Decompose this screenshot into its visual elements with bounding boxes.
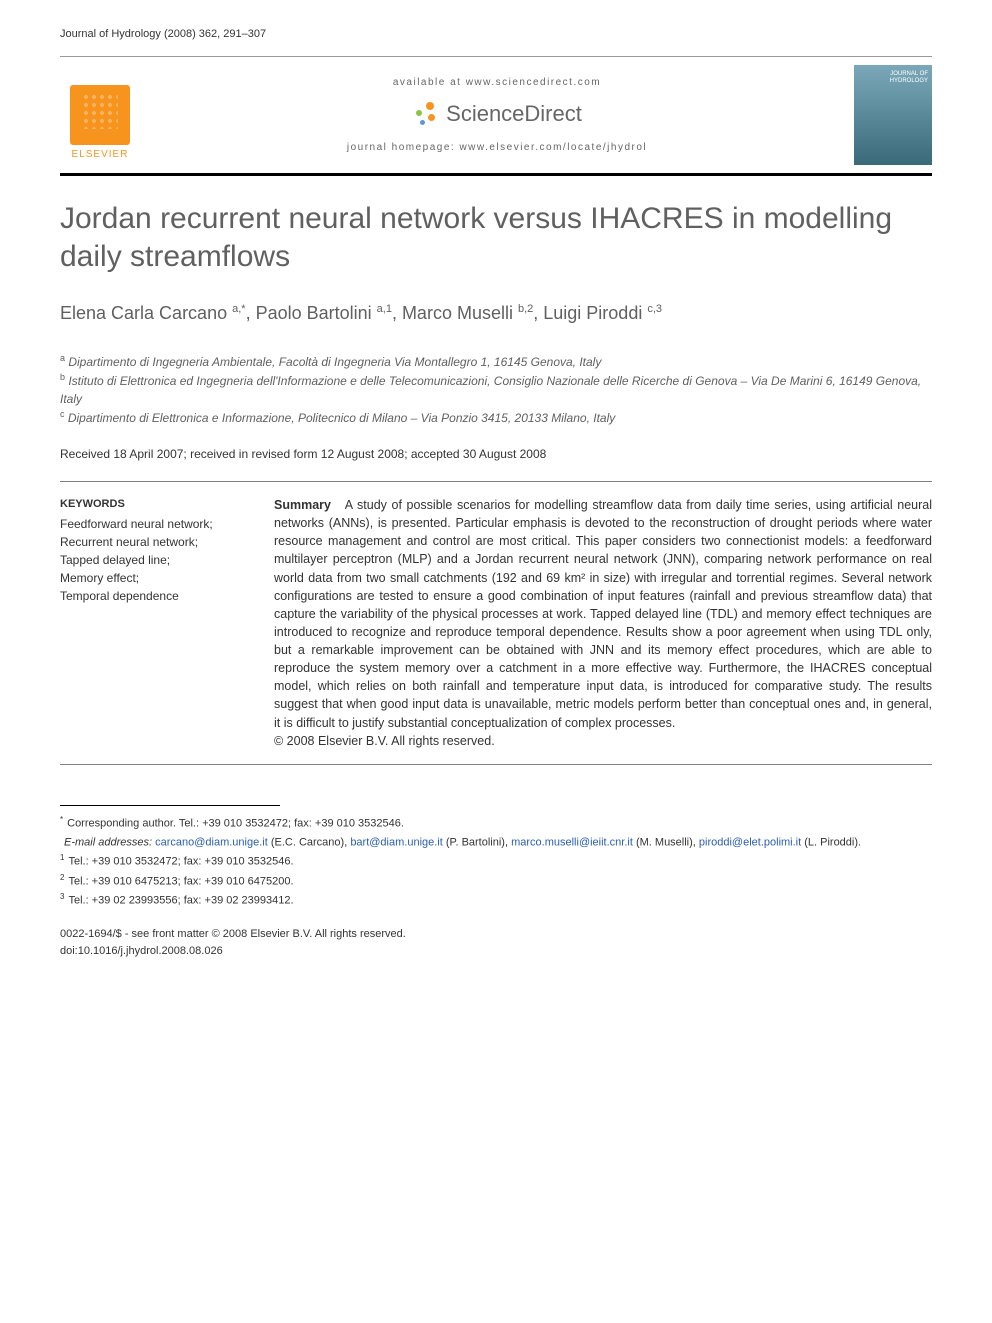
summary-text: A study of possible scenarios for modell…: [274, 498, 932, 730]
sciencedirect-dots-icon: [412, 100, 440, 128]
corresponding-author: *Corresponding author. Tel.: +39 010 353…: [60, 814, 932, 833]
authors-line: Elena Carla Carcano a,*, Paolo Bartolini…: [60, 303, 932, 324]
keywords-list: Feedforward neural network;Recurrent neu…: [60, 515, 250, 605]
copyright-line2: doi:10.1016/j.jhydrol.2008.08.026: [60, 943, 932, 960]
corresponding-text: Corresponding author. Tel.: +39 010 3532…: [67, 817, 404, 829]
running-header: Journal of Hydrology (2008) 362, 291–307: [0, 0, 992, 48]
keywords-heading: KEYWORDS: [60, 496, 250, 513]
sciencedirect-logo: ScienceDirect: [140, 100, 854, 128]
email-link[interactable]: carcano@diam.unige.it: [155, 837, 268, 849]
tel-lines: 1Tel.: +39 010 3532472; fax: +39 010 353…: [60, 852, 932, 910]
available-at: available at www.sciencedirect.com: [140, 77, 854, 88]
cover-title: JOURNAL OF HYDROLOGY: [854, 71, 928, 85]
divider-bottom: [60, 764, 932, 765]
article-dates: Received 18 April 2007; received in revi…: [60, 447, 932, 461]
emails-line: E-mail addresses: carcano@diam.unige.it …: [60, 833, 932, 852]
keywords-box: KEYWORDS Feedforward neural network;Recu…: [60, 496, 250, 750]
elsevier-tree-icon: [70, 85, 130, 145]
tel-footnote: 1Tel.: +39 010 3532472; fax: +39 010 353…: [60, 852, 932, 871]
article-body: Jordan recurrent neural network versus I…: [0, 176, 992, 989]
banner-center: available at www.sciencedirect.com Scien…: [140, 77, 854, 153]
footnotes-block: *Corresponding author. Tel.: +39 010 353…: [60, 805, 932, 910]
elsevier-label: ELSEVIER: [72, 149, 129, 160]
email-link[interactable]: bart@diam.unige.it: [350, 837, 443, 849]
tel-footnote: 2Tel.: +39 010 6475213; fax: +39 010 647…: [60, 872, 932, 891]
affiliations-block: a Dipartimento di Ingegneria Ambientale,…: [60, 352, 932, 427]
tel-footnote: 3Tel.: +39 02 23993556; fax: +39 02 2399…: [60, 891, 932, 910]
email-link[interactable]: marco.muselli@ieiit.cnr.it: [511, 837, 633, 849]
copyright-block: 0022-1694/$ - see front matter © 2008 El…: [60, 926, 932, 959]
email-link[interactable]: piroddi@elet.polimi.it: [699, 837, 801, 849]
abstract-section: KEYWORDS Feedforward neural network;Recu…: [60, 482, 932, 764]
elsevier-logo: ELSEVIER: [60, 70, 140, 160]
journal-banner: ELSEVIER available at www.sciencedirect.…: [60, 56, 932, 176]
journal-ref: Journal of Hydrology (2008) 362, 291–307: [60, 28, 266, 40]
summary-copyright: © 2008 Elsevier B.V. All rights reserved…: [274, 734, 495, 748]
sciencedirect-label: ScienceDirect: [446, 101, 582, 127]
footnotes-rule: [60, 805, 280, 806]
journal-cover-thumbnail: JOURNAL OF HYDROLOGY: [854, 65, 932, 165]
summary-label: Summary: [274, 498, 331, 512]
copyright-line1: 0022-1694/$ - see front matter © 2008 El…: [60, 926, 932, 943]
summary-box: Summary A study of possible scenarios fo…: [274, 496, 932, 750]
article-title: Jordan recurrent neural network versus I…: [60, 200, 932, 275]
homepage-url: journal homepage: www.elsevier.com/locat…: [140, 142, 854, 153]
